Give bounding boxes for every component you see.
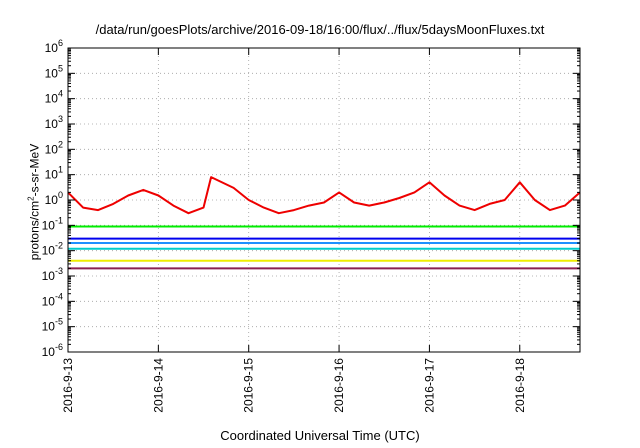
y-tick-label: 10-3 bbox=[42, 266, 63, 283]
y-tick-label: 103 bbox=[45, 114, 63, 131]
y-tick-label: 10-6 bbox=[42, 342, 63, 359]
y-tick-label: 10-4 bbox=[42, 291, 63, 308]
chart-title: /data/run/goesPlots/archive/2016-09-18/1… bbox=[95, 22, 545, 37]
x-tick-label: 2016-9-15 bbox=[242, 358, 256, 413]
y-tick-label: 10-2 bbox=[42, 241, 63, 258]
x-axis-label: Coordinated Universal Time (UTC) bbox=[220, 428, 420, 443]
x-tick-label: 2016-9-14 bbox=[151, 358, 165, 413]
x-tick-label: 2016-9-13 bbox=[61, 358, 75, 413]
y-tick-label: 10-1 bbox=[42, 215, 63, 232]
x-tick-label: 2016-9-18 bbox=[513, 358, 527, 413]
y-tick-label: 102 bbox=[45, 139, 63, 156]
grid bbox=[68, 48, 580, 352]
series-line-1 bbox=[67, 176, 581, 215]
y-tick-label: 106 bbox=[45, 38, 63, 55]
y-tick-label: 10-5 bbox=[42, 317, 63, 334]
x-tick-label: 2016-9-17 bbox=[422, 358, 436, 413]
y-tick-label: 105 bbox=[45, 63, 63, 80]
x-tick-label: 2016-9-16 bbox=[332, 358, 346, 413]
series-layer bbox=[67, 176, 581, 270]
y-tick-label: 101 bbox=[45, 165, 63, 182]
y-tick-label: 104 bbox=[45, 89, 63, 106]
y-tick-label: 100 bbox=[45, 190, 63, 207]
axis-ticks: 10-6 10-5 10-4 10-3 10-2 10-1 100 101 102 103 104 1… bbox=[42, 38, 580, 413]
